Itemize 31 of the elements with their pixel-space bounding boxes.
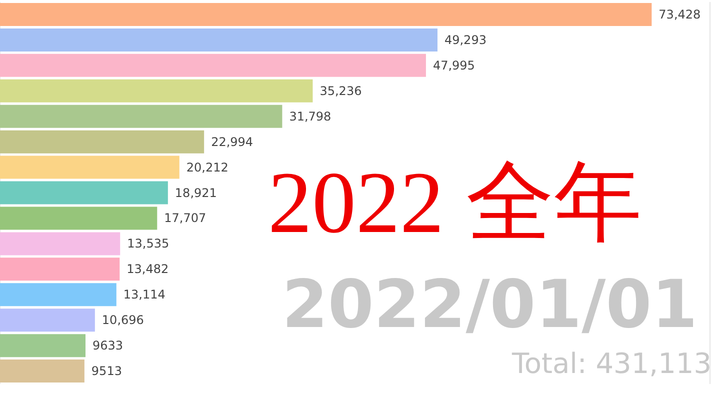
data-label: 31,798 xyxy=(289,109,332,124)
data-label: 13,482 xyxy=(126,262,169,276)
data-label: 22,994 xyxy=(211,134,254,149)
bar xyxy=(0,181,168,204)
bar xyxy=(0,308,95,332)
bar xyxy=(0,206,158,230)
bar xyxy=(0,258,120,281)
data-label: 49,293 xyxy=(444,32,486,47)
bar xyxy=(0,3,652,26)
bar xyxy=(0,28,438,52)
bar xyxy=(0,360,84,383)
annotation: 2022 全年 xyxy=(268,155,642,252)
data-label: 35,236 xyxy=(320,84,362,98)
bar xyxy=(0,104,282,128)
data-label: 13,535 xyxy=(127,236,170,251)
data-label: 17,707 xyxy=(164,211,206,226)
data-label: 73,428 xyxy=(658,8,701,22)
bar xyxy=(0,283,116,306)
bar xyxy=(0,232,120,256)
data-label: 47,995 xyxy=(432,58,475,72)
bar xyxy=(0,79,313,102)
data-label: 9513 xyxy=(91,364,122,378)
data-label: 9633 xyxy=(92,338,124,353)
data-label: 13,114 xyxy=(123,288,166,302)
data-label: 10,696 xyxy=(102,313,144,328)
bar xyxy=(0,334,86,358)
data-label: 20,212 xyxy=(186,160,228,174)
bar xyxy=(0,156,180,179)
bar xyxy=(0,54,426,77)
bar xyxy=(0,130,204,154)
data-label: 18,921 xyxy=(174,186,217,200)
